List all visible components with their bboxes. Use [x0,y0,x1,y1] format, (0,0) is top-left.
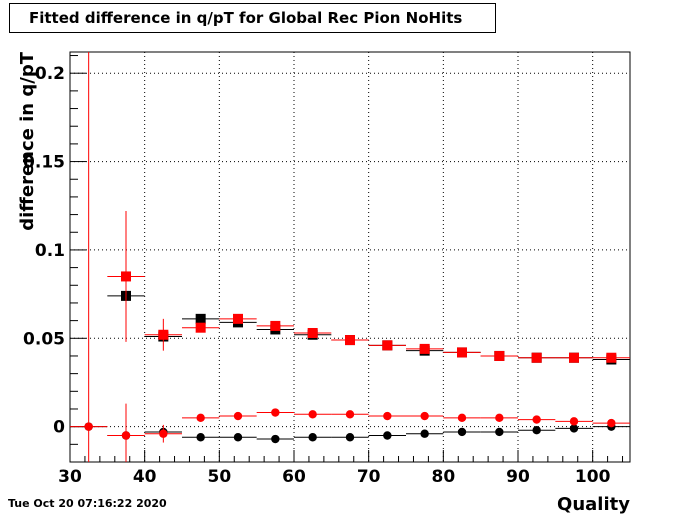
series-1 [107,211,630,363]
data-point-square [195,322,206,333]
tick-labels: 30 40 50 60 70 80 90 100 0 0.05 0.1 0.15 0.2 [23,64,611,487]
data-point-circle [196,413,205,423]
y-axis-label: difference in q/pT [17,51,38,230]
data-point-circle [345,433,355,442]
x-tick-label: 30 [58,467,82,487]
data-point-circle [271,408,280,417]
data-point-square [457,347,467,358]
plot-frame [69,51,631,463]
data-point-circle [420,411,429,421]
data-series [70,52,630,462]
data-point-square [158,329,169,340]
data-point-circle [383,411,392,421]
data-point-circle [495,413,504,423]
y-tick-label: 0.05 [23,329,65,349]
data-point-circle [159,429,168,438]
data-point-square [382,340,393,351]
data-point-circle [495,427,504,437]
chart-title: Fitted difference in q/pT for Global Rec… [9,3,496,33]
data-point-circle [383,431,392,440]
y-tick-label: 0 [53,418,65,438]
grid [70,52,630,462]
x-tick-label: 80 [431,467,455,487]
y-tick-label: 0.1 [35,241,65,261]
data-point-circle [196,433,205,442]
axis-ticks [69,55,624,463]
data-point-circle [569,424,579,433]
data-point-circle [532,425,541,435]
x-tick-label: 60 [282,467,306,487]
data-point-square [531,352,542,363]
x-tick-label: 50 [207,467,231,487]
data-point-circle [121,431,131,440]
data-point-square [494,350,505,361]
series-3 [70,52,630,462]
chart-title-text: Fitted difference in q/pT for Global Rec… [29,9,463,27]
series-2 [70,417,630,454]
data-point-circle [569,417,579,426]
data-point-square [233,313,243,324]
x-tick-label: 100 [575,467,611,487]
data-point-circle [84,422,93,431]
data-point-square [419,343,430,354]
y-tick-label: 0.2 [35,64,65,84]
data-point-square [569,352,579,363]
data-point-square [307,327,318,338]
data-point-circle [607,418,616,428]
x-tick-label: 90 [506,467,530,487]
data-point-circle [233,433,243,442]
data-point-circle [420,429,429,438]
data-point-circle [271,434,280,444]
x-axis-label: Quality [557,494,630,514]
data-point-circle [457,427,467,437]
data-point-circle [345,410,355,419]
data-point-circle [532,415,541,424]
data-point-square [121,271,131,282]
x-tick-label: 40 [133,467,157,487]
data-point-circle [457,413,467,423]
y-tick-label: 0.15 [23,153,65,173]
data-point-circle [308,410,317,419]
data-point-square [345,335,355,346]
data-point-square [195,313,206,324]
data-point-circle [233,411,243,421]
data-point-square [270,320,281,331]
data-point-circle [308,433,317,442]
timestamp: Tue Oct 20 07:16:22 2020 [8,497,167,510]
x-tick-label: 70 [357,467,381,487]
data-point-square [606,352,617,363]
